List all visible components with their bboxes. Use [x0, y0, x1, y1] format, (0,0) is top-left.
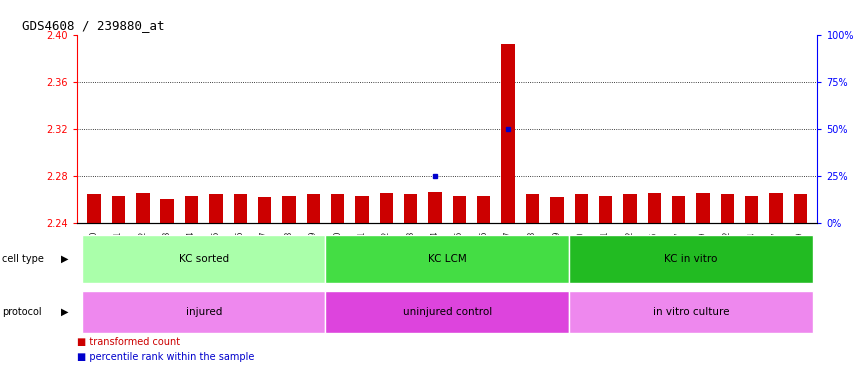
Text: KC sorted: KC sorted: [179, 254, 229, 264]
Bar: [745, 196, 758, 223]
Text: GSM753026: GSM753026: [235, 231, 245, 278]
Bar: [82, 235, 325, 283]
Text: GSM753018: GSM753018: [528, 231, 537, 277]
Bar: [623, 195, 637, 223]
Text: GSM753013: GSM753013: [407, 231, 415, 278]
Bar: [721, 195, 734, 223]
Text: GDS4608 / 239880_at: GDS4608 / 239880_at: [21, 19, 164, 32]
Bar: [569, 291, 812, 333]
Text: GSM753014: GSM753014: [431, 231, 440, 278]
Text: GSM753016: GSM753016: [479, 231, 488, 278]
Text: ■ percentile rank within the sample: ■ percentile rank within the sample: [77, 352, 254, 362]
Bar: [82, 291, 325, 333]
Text: GSM753039: GSM753039: [698, 231, 708, 278]
Bar: [428, 192, 442, 223]
Text: GSM753044: GSM753044: [747, 231, 756, 278]
Text: GSM753023: GSM753023: [163, 231, 172, 278]
Text: ▶: ▶: [61, 254, 68, 264]
Bar: [325, 291, 569, 333]
Bar: [160, 199, 174, 223]
Text: protocol: protocol: [2, 307, 41, 317]
Bar: [648, 193, 661, 223]
Text: GSM753019: GSM753019: [552, 231, 562, 278]
Text: GSM753037: GSM753037: [675, 231, 683, 278]
Text: GSM753047: GSM753047: [771, 231, 781, 278]
Bar: [569, 235, 812, 283]
Text: GSM753011: GSM753011: [358, 231, 366, 277]
Text: GSM753028: GSM753028: [284, 231, 294, 277]
Text: GSM753030: GSM753030: [577, 231, 586, 278]
Text: GSM753042: GSM753042: [722, 231, 732, 278]
Bar: [325, 235, 569, 283]
Text: ▶: ▶: [61, 307, 68, 317]
Text: GSM753025: GSM753025: [211, 231, 220, 278]
Bar: [574, 195, 588, 223]
Bar: [112, 196, 125, 223]
Text: GSM753024: GSM753024: [187, 231, 196, 278]
Text: GSM753022: GSM753022: [139, 231, 147, 277]
Text: cell type: cell type: [2, 254, 44, 264]
Bar: [306, 195, 320, 223]
Text: GSM753029: GSM753029: [309, 231, 318, 278]
Text: in vitro culture: in vitro culture: [652, 307, 729, 317]
Text: GSM753032: GSM753032: [626, 231, 634, 278]
Text: GSM753015: GSM753015: [455, 231, 464, 278]
Bar: [672, 196, 686, 223]
Bar: [477, 196, 490, 223]
Bar: [696, 193, 710, 223]
Bar: [599, 196, 612, 223]
Bar: [770, 193, 782, 223]
Text: GSM753031: GSM753031: [601, 231, 610, 278]
Bar: [258, 197, 271, 223]
Text: uninjured control: uninjured control: [402, 307, 492, 317]
Bar: [282, 196, 295, 223]
Text: GSM753012: GSM753012: [382, 231, 391, 277]
Bar: [136, 193, 150, 223]
Bar: [502, 44, 514, 223]
Bar: [185, 196, 199, 223]
Bar: [453, 196, 467, 223]
Text: GSM753049: GSM753049: [796, 231, 805, 278]
Text: ■ transformed count: ■ transformed count: [77, 337, 180, 347]
Bar: [234, 195, 247, 223]
Bar: [87, 195, 101, 223]
Bar: [331, 195, 344, 223]
Text: GSM753020: GSM753020: [90, 231, 98, 278]
Text: GSM753035: GSM753035: [650, 231, 659, 278]
Bar: [794, 195, 807, 223]
Text: injured: injured: [186, 307, 222, 317]
Bar: [526, 195, 539, 223]
Bar: [380, 193, 393, 223]
Bar: [550, 197, 563, 223]
Text: GSM753017: GSM753017: [503, 231, 513, 278]
Text: KC in vitro: KC in vitro: [664, 254, 717, 264]
Text: GSM753010: GSM753010: [333, 231, 342, 278]
Bar: [404, 195, 418, 223]
Text: GSM753021: GSM753021: [114, 231, 123, 277]
Bar: [355, 196, 369, 223]
Text: GSM753027: GSM753027: [260, 231, 269, 278]
Bar: [209, 195, 223, 223]
Text: KC LCM: KC LCM: [428, 254, 467, 264]
